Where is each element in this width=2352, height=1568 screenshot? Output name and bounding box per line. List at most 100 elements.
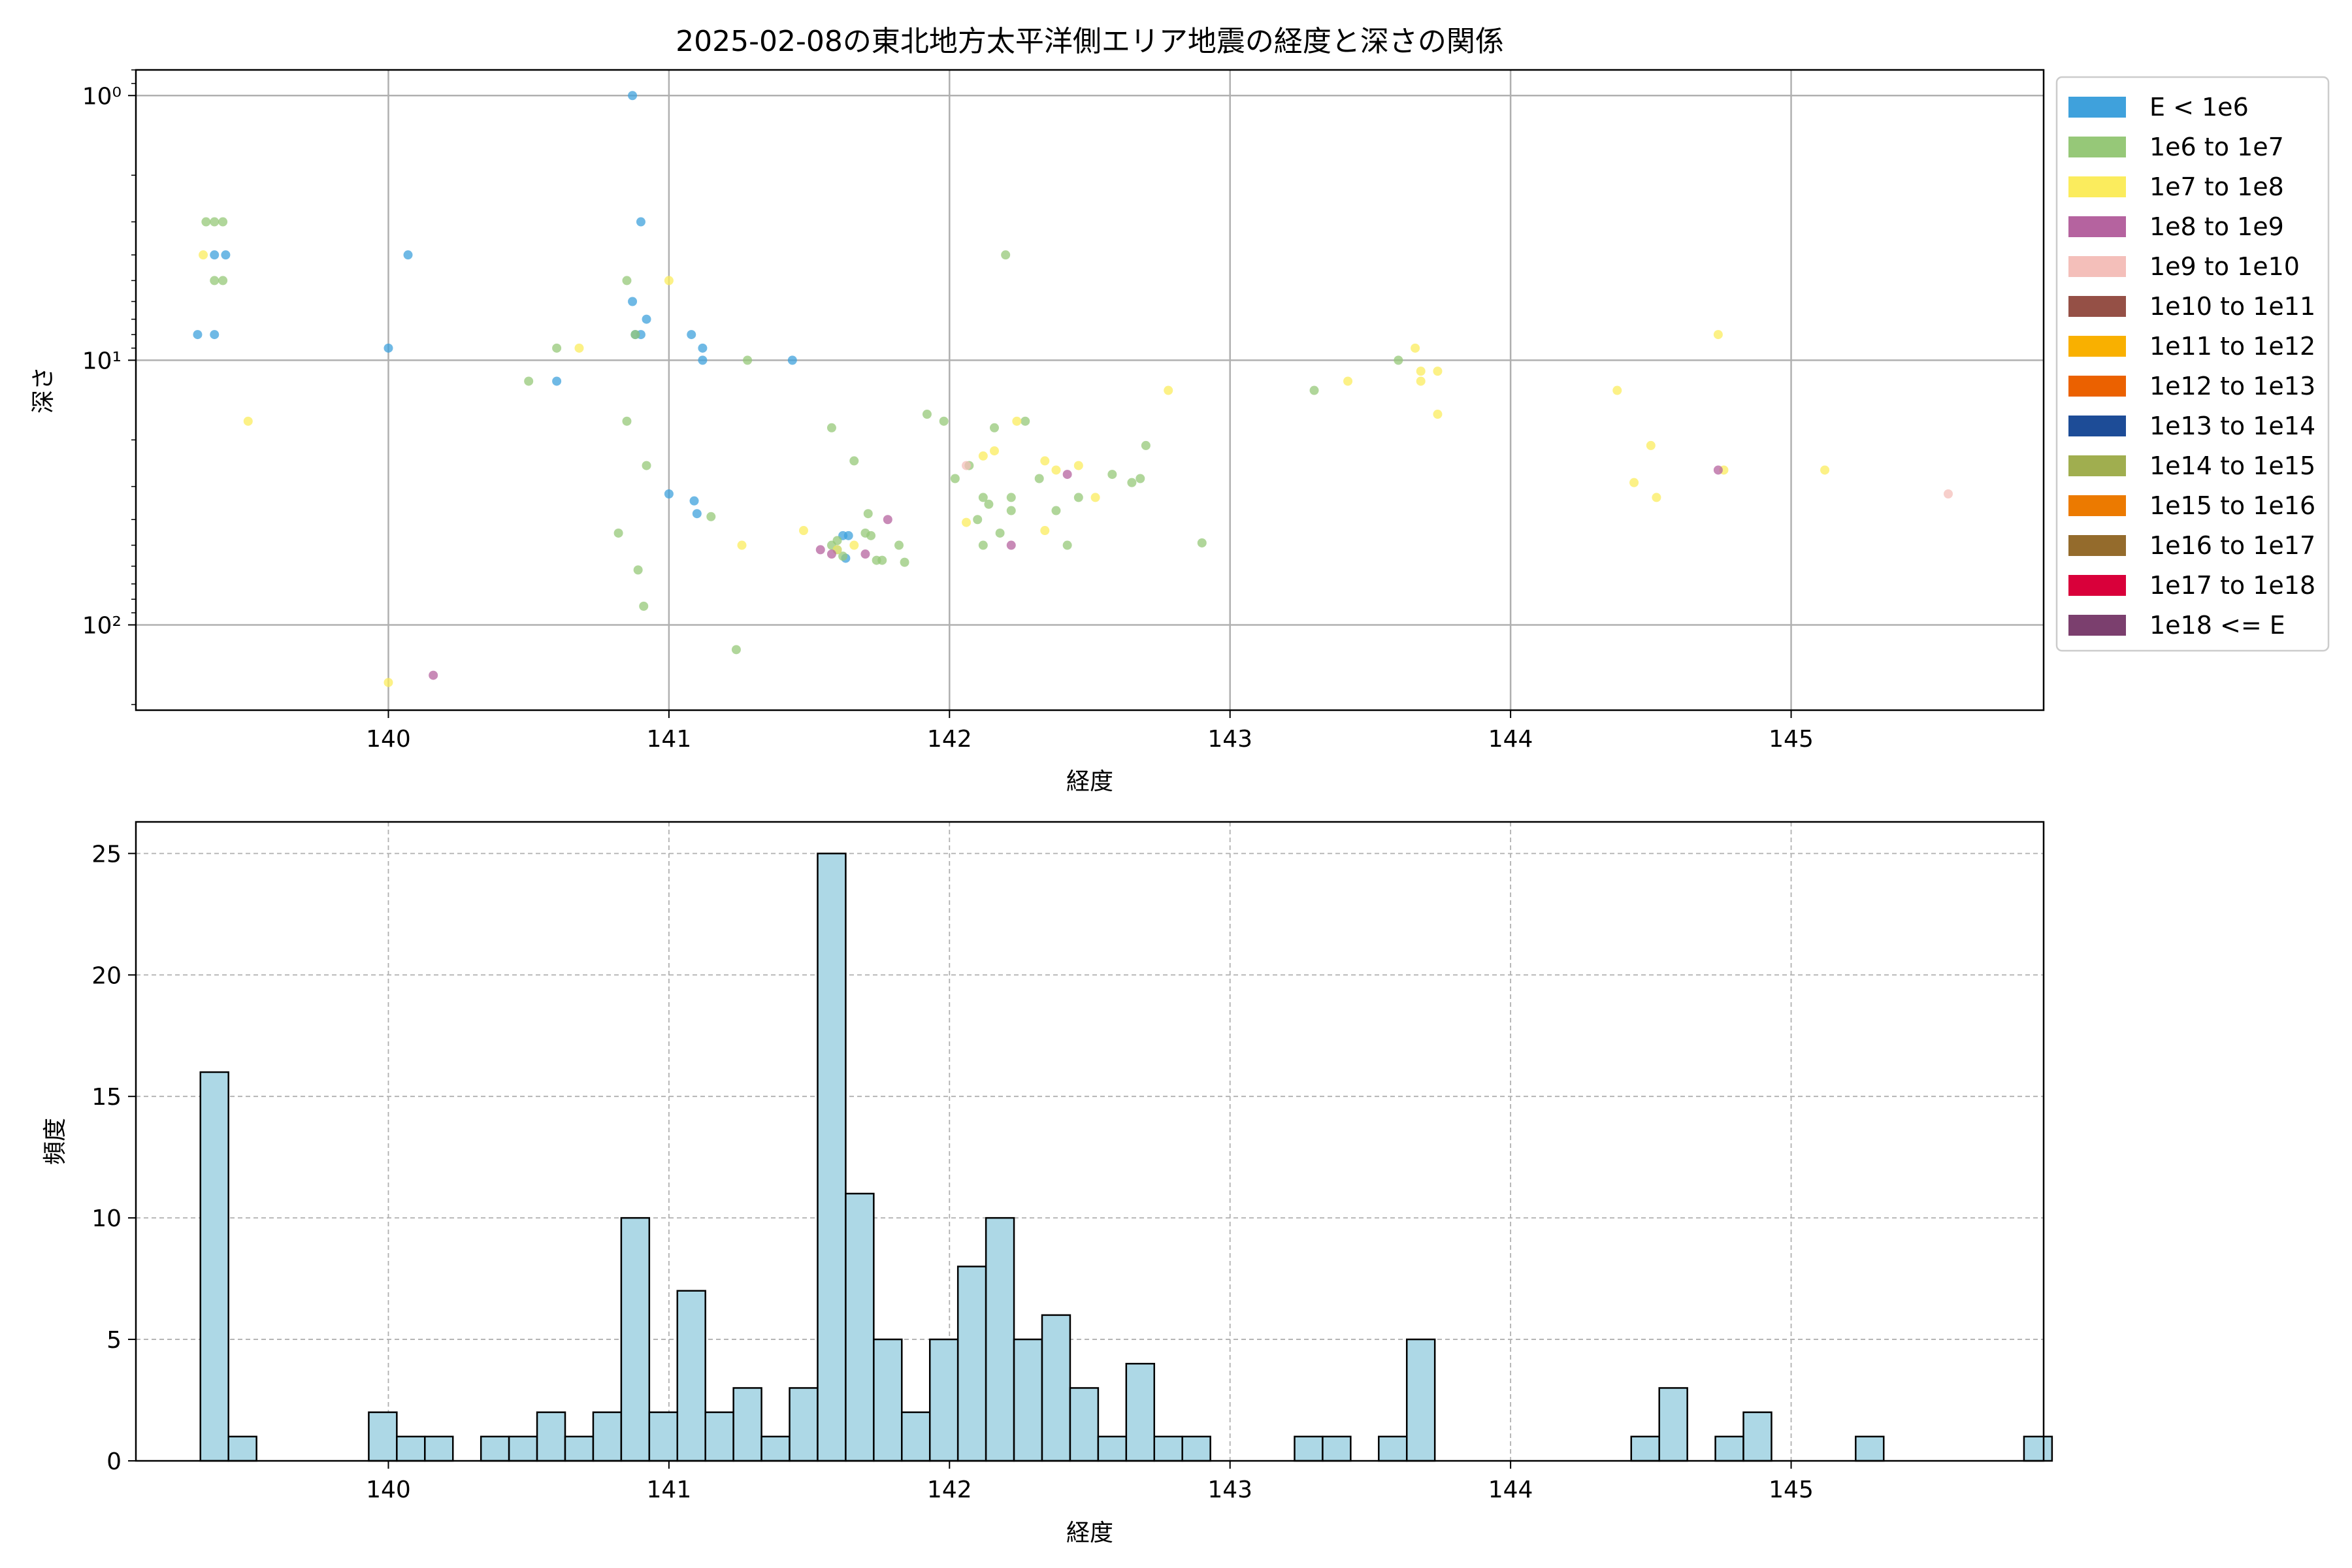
scatter-point <box>984 499 994 509</box>
scatter-point <box>429 670 438 680</box>
scatter-point <box>1713 330 1723 340</box>
scatter-point <box>628 297 638 306</box>
legend-label: 1e7 to 1e8 <box>2149 172 2284 201</box>
legend-label: 1e12 to 1e13 <box>2149 372 2315 400</box>
legend-label: 1e13 to 1e14 <box>2149 412 2315 440</box>
scatter-point <box>199 250 208 260</box>
scatter-point <box>1034 474 1044 483</box>
legend-swatch <box>2068 376 2126 397</box>
scatter-point <box>552 376 562 386</box>
histogram-y-ticks: 0 5 10 15 20 25 <box>91 841 136 1475</box>
scatter-point <box>613 528 623 538</box>
scatter-point <box>787 355 797 365</box>
scatter-point <box>838 551 848 561</box>
scatter-point <box>950 474 960 483</box>
scatter-point <box>962 517 972 527</box>
scatter-point <box>1343 376 1353 386</box>
scatter-point <box>664 276 674 286</box>
histogram-plot-frame <box>135 821 2045 1462</box>
legend-items: E < 1e6 1e6 to 1e7 1e7 to 1e8 1e8 to 1e9 1e9… <box>2068 93 2315 640</box>
histogram-bar <box>2023 1435 2053 1462</box>
scatter-point <box>193 330 203 340</box>
scatter-point <box>894 540 904 550</box>
histogram-bar <box>901 1411 931 1462</box>
scatter-point <box>1051 465 1061 475</box>
histogram-bar <box>873 1338 903 1462</box>
legend-label: E < 1e6 <box>2149 93 2249 122</box>
legend-label: 1e11 to 1e12 <box>2149 332 2315 361</box>
scatter-grid <box>136 70 2044 710</box>
scatter-point <box>1073 461 1083 470</box>
scatter-y-tick-label: 10¹ <box>82 348 122 374</box>
histogram-bar <box>648 1411 679 1462</box>
scatter-point <box>1012 416 1022 426</box>
legend-swatch <box>2068 256 2126 277</box>
histogram-bar <box>592 1411 623 1462</box>
scatter-point <box>692 509 702 519</box>
histogram-y-axis-label: 頻度 <box>42 1118 69 1165</box>
scatter-point <box>815 545 825 555</box>
scatter-point <box>628 91 638 101</box>
scatter-point <box>1646 440 1656 450</box>
legend-label: 1e10 to 1e11 <box>2149 292 2315 321</box>
scatter-point <box>1411 343 1420 353</box>
scatter-point <box>384 678 393 687</box>
histogram-bar <box>845 1192 875 1462</box>
histogram-bar <box>508 1435 538 1462</box>
scatter-point <box>922 410 932 419</box>
histogram-y-tick-label: 25 <box>91 841 122 868</box>
scatter-point <box>990 446 999 456</box>
legend-swatch <box>2068 296 2126 317</box>
scatter-point <box>1416 367 1426 376</box>
histogram-bar <box>536 1411 566 1462</box>
scatter-x-tick-label: 140 <box>366 726 411 753</box>
scatter-point <box>1433 367 1443 376</box>
histogram-bar <box>424 1435 454 1462</box>
histogram-bar <box>704 1411 734 1462</box>
histogram-bar <box>620 1217 651 1462</box>
scatter-x-axis-label: 経度 <box>1066 768 1113 795</box>
histogram-bar <box>1097 1435 1128 1462</box>
scatter-point <box>1127 478 1137 487</box>
histogram-bar <box>1041 1314 1071 1462</box>
legend-label: 1e16 to 1e17 <box>2149 531 2315 560</box>
histogram-bar <box>1069 1387 1100 1462</box>
scatter-point <box>630 330 640 340</box>
scatter-point <box>978 493 988 502</box>
scatter-point <box>883 515 892 525</box>
scatter-x-ticks: 140 141 142 143 144 145 <box>366 710 1814 753</box>
scatter-point <box>843 531 853 540</box>
scatter-title: 2025-02-08の東北地方太平洋側エリア地震の経度と深さの関係 <box>676 25 1504 58</box>
legend-label: 1e18 <= E <box>2149 611 2285 640</box>
histogram-bar <box>1378 1435 1408 1462</box>
scatter-point <box>243 416 253 426</box>
scatter-point <box>706 512 716 521</box>
histogram-x-tick-label: 144 <box>1488 1477 1533 1503</box>
scatter-point <box>849 456 859 466</box>
scatter-point <box>877 555 887 565</box>
scatter-point <box>1944 489 1953 499</box>
legend-label: 1e9 to 1e10 <box>2149 252 2300 281</box>
histogram-bar <box>564 1435 595 1462</box>
scatter-point <box>860 549 870 559</box>
scatter-point <box>552 343 562 353</box>
histogram-bar <box>1153 1435 1183 1462</box>
legend-swatch <box>2068 216 2126 237</box>
scatter-point <box>622 276 632 286</box>
scatter-series <box>199 250 1830 687</box>
scatter-point <box>737 540 747 550</box>
scatter-point <box>636 217 645 227</box>
histogram-bar <box>480 1435 510 1462</box>
legend: E < 1e6 1e6 to 1e7 1e7 to 1e8 1e8 to 1e9 1e9… <box>2055 76 2330 652</box>
scatter-point <box>622 416 632 426</box>
scatter-point <box>1612 385 1622 395</box>
scatter-point <box>826 423 836 433</box>
scatter-point <box>664 489 674 499</box>
scatter-point <box>1135 474 1145 483</box>
scatter-point <box>1107 470 1117 480</box>
histogram-bar <box>817 853 847 1462</box>
histogram-x-axis-label: 経度 <box>1066 1520 1113 1546</box>
scatter-point <box>1820 465 1830 475</box>
